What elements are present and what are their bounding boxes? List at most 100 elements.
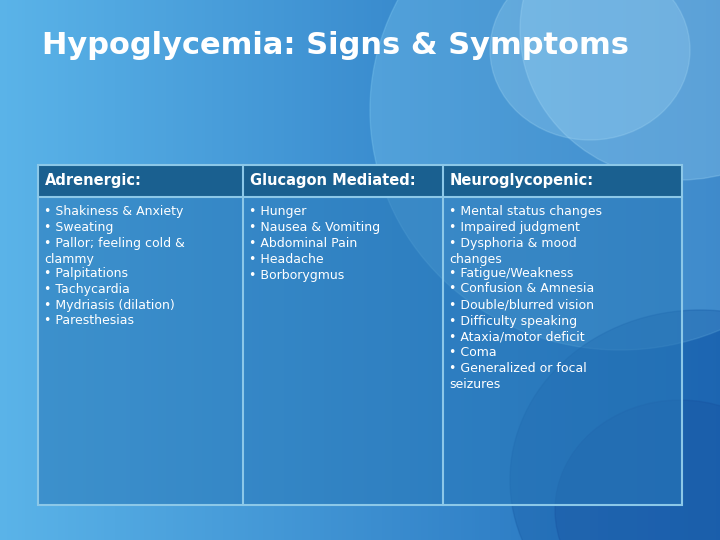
Bar	[356, 0, 361, 540]
Bar	[572, 0, 577, 540]
Bar	[119, 0, 123, 540]
Bar	[137, 0, 141, 540]
Bar	[493, 0, 498, 540]
Bar	[72, 0, 76, 540]
Text: • Shakiness & Anxiety: • Shakiness & Anxiety	[44, 205, 184, 218]
Bar	[526, 0, 530, 540]
Bar	[29, 0, 33, 540]
Bar	[38, 165, 682, 197]
Text: Hypoglycemia: Signs & Symptoms: Hypoglycemia: Signs & Symptoms	[42, 30, 629, 59]
Bar	[83, 0, 87, 540]
Bar	[709, 0, 714, 540]
Bar	[349, 0, 354, 540]
Bar	[389, 0, 393, 540]
Bar	[184, 0, 188, 540]
Bar	[0, 0, 4, 540]
Bar	[536, 0, 541, 540]
Bar	[306, 0, 310, 540]
Text: Adrenergic:: Adrenergic:	[45, 173, 142, 188]
Bar	[180, 0, 184, 540]
Bar	[22, 0, 26, 540]
Text: • Sweating: • Sweating	[44, 221, 113, 234]
Bar	[205, 0, 210, 540]
Text: Glucagon Mediated:: Glucagon Mediated:	[250, 173, 415, 188]
Bar	[342, 0, 346, 540]
Bar	[173, 0, 177, 540]
Bar	[601, 0, 606, 540]
Bar	[187, 0, 192, 540]
Bar	[158, 0, 163, 540]
Bar	[61, 0, 66, 540]
Text: • Nausea & Vomiting: • Nausea & Vomiting	[249, 221, 380, 234]
Bar	[166, 0, 170, 540]
Bar	[583, 0, 588, 540]
Bar	[310, 0, 314, 540]
Bar	[403, 0, 408, 540]
Bar	[338, 0, 343, 540]
Bar	[112, 0, 116, 540]
Bar	[662, 0, 667, 540]
Ellipse shape	[510, 310, 720, 540]
Bar	[320, 0, 325, 540]
Bar	[562, 0, 566, 540]
Bar	[227, 0, 231, 540]
Bar	[335, 0, 339, 540]
Bar	[641, 0, 645, 540]
Bar	[508, 0, 512, 540]
Bar	[324, 0, 328, 540]
Text: • Paresthesias: • Paresthesias	[44, 314, 134, 327]
Bar	[598, 0, 602, 540]
Bar	[4, 0, 8, 540]
Bar	[299, 0, 303, 540]
Bar	[691, 0, 696, 540]
Bar	[716, 0, 720, 540]
Bar	[259, 0, 264, 540]
Bar	[428, 0, 433, 540]
Bar	[634, 0, 638, 540]
Bar	[648, 0, 652, 540]
Text: • Dysphoria & mood
changes: • Dysphoria & mood changes	[449, 237, 577, 266]
Bar	[162, 0, 166, 540]
Bar	[544, 0, 548, 540]
Bar	[590, 0, 595, 540]
Bar	[547, 0, 552, 540]
Bar	[688, 0, 692, 540]
Bar	[432, 0, 436, 540]
Bar	[212, 0, 217, 540]
Bar	[122, 0, 127, 540]
Bar	[198, 0, 202, 540]
Bar	[245, 0, 249, 540]
Bar	[7, 0, 12, 540]
Bar	[626, 0, 631, 540]
Bar	[666, 0, 670, 540]
Bar	[353, 0, 357, 540]
Bar	[68, 0, 73, 540]
Bar	[302, 0, 307, 540]
Bar	[569, 0, 573, 540]
Bar	[587, 0, 591, 540]
Bar	[126, 0, 130, 540]
Bar	[698, 0, 703, 540]
Bar	[540, 0, 544, 540]
Ellipse shape	[520, 0, 720, 180]
Bar	[317, 0, 321, 540]
Bar	[608, 0, 613, 540]
Bar	[202, 0, 206, 540]
Bar	[238, 0, 242, 540]
Bar	[659, 0, 663, 540]
Bar	[11, 0, 15, 540]
Bar	[38, 165, 682, 505]
Bar	[623, 0, 627, 540]
Bar	[140, 0, 145, 540]
Text: • Ataxia/motor deficit: • Ataxia/motor deficit	[449, 330, 585, 343]
Bar	[680, 0, 685, 540]
Bar	[101, 0, 105, 540]
Bar	[313, 0, 318, 540]
Bar	[364, 0, 368, 540]
Bar	[266, 0, 271, 540]
Bar	[115, 0, 120, 540]
Bar	[216, 0, 220, 540]
Text: • Mydriasis (dilation): • Mydriasis (dilation)	[44, 299, 175, 312]
Bar	[54, 0, 58, 540]
Text: • Borborygmus: • Borborygmus	[249, 269, 344, 282]
